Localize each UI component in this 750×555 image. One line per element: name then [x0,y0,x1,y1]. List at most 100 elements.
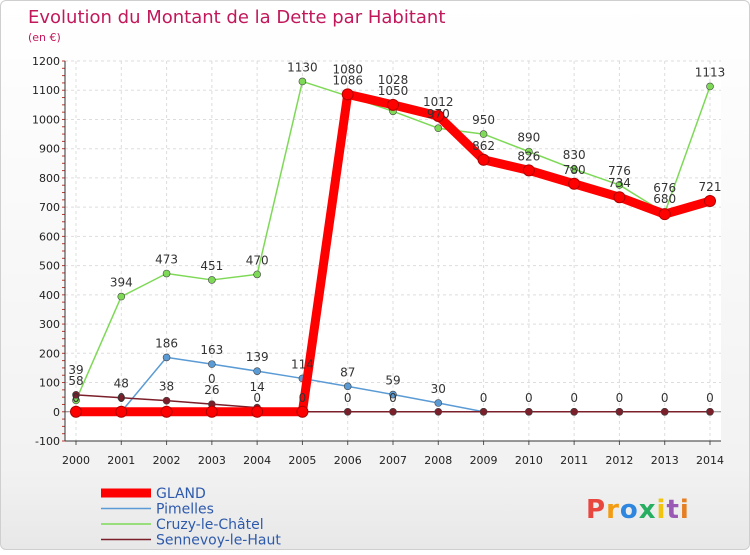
data-label: 0 [706,391,714,405]
data-label: 776 [608,164,631,178]
x-tick-label: 2000 [62,454,90,467]
y-tick-label: 300 [39,318,60,331]
series-point-2 [706,82,714,91]
data-label: 48 [114,377,129,391]
data-label: 0 [389,391,397,405]
x-axis-ticks: 2000 2001 2002 2003 2004 2005 2006 2007 2008 2009… [62,454,724,467]
data-label: 186 [155,336,178,350]
y-tick-label: 500 [39,260,60,273]
series-point-0 [613,191,626,204]
legend: GLANDPimellesCruzy-le-ChâtelSennevoy-le-… [101,486,281,549]
data-label: 0 [117,391,125,405]
y-tick-label: 600 [39,230,60,243]
data-label: 0 [570,391,578,405]
data-label: 39 [68,363,83,377]
y-tick-label: 700 [39,201,60,214]
data-label: 780 [563,163,586,177]
series-point-2 [570,165,578,173]
x-tick-label: 2003 [198,454,226,467]
data-label: 473 [155,253,178,267]
data-label: 139 [246,350,269,364]
data-label: 0 [616,391,624,405]
series-layer [70,77,716,418]
series-point-3 [343,407,352,416]
series-point-3 [706,407,714,416]
x-tick-label: 2005 [288,454,316,467]
x-tick-label: 2002 [153,454,181,467]
y-tick-label: 400 [39,289,60,302]
data-label: 470 [246,253,269,267]
data-label: 58 [68,374,83,388]
y-tick-label: 100 [39,377,60,390]
series-point-3 [72,391,80,399]
data-label: 59 [385,374,400,388]
data-label: 26 [204,383,219,397]
data-label: 38 [159,380,174,394]
series-point-1 [253,367,261,375]
data-label: 680 [653,192,676,206]
data-label: 1050 [378,84,409,98]
series-point-0 [341,88,354,101]
x-tick-label: 2013 [651,454,679,467]
series-point-2 [479,130,488,138]
x-tick-label: 2014 [696,454,724,467]
series-point-0 [251,405,264,418]
legend-label: Pimelles [156,502,214,518]
logo-text: Proxiti [586,495,690,525]
data-label: 826 [517,149,540,163]
series-point-0 [568,177,581,190]
series-point-1 [208,360,216,368]
y-tick-label: 200 [39,347,60,360]
data-label: 163 [200,343,223,357]
series-point-0 [658,208,671,221]
series-point-1 [389,390,397,399]
data-label: 0 [344,391,352,405]
legend-label: GLAND [156,486,206,502]
data-label: 114 [291,357,314,371]
series-point-0 [522,164,535,177]
x-tick-label: 2009 [470,454,498,467]
data-label: 87 [340,365,355,379]
data-label: 1028 [378,73,409,87]
series-point-2 [298,77,307,86]
series-point-0 [115,405,128,418]
y-tick-label: -100 [35,435,60,448]
x-tick-label: 2004 [243,454,271,467]
series-point-2 [525,147,533,156]
data-label: 1086 [332,73,363,87]
data-label: 14 [250,380,265,394]
data-label: 0 [253,391,261,405]
series-point-3 [615,407,624,416]
plot-area [65,61,721,441]
data-label: 734 [608,176,631,190]
data-label: 0 [525,391,533,405]
data-label: 721 [699,180,722,194]
y-tick-label: 1100 [32,84,60,97]
data-label: 890 [517,131,540,145]
x-tick-label: 2008 [424,454,452,467]
series-point-2 [434,124,443,133]
series-point-0 [477,153,490,166]
series-point-2 [117,292,126,301]
series-point-3 [117,393,126,402]
data-label: 1130 [287,60,318,74]
x-tick-label: 2010 [515,454,543,467]
chart-title: Evolution du Montant de la Dette par Hab… [28,7,445,28]
data-label: 0 [480,391,488,405]
series-point-1 [434,399,443,407]
series-point-0 [160,405,173,418]
data-label: 0 [208,372,216,386]
data-label: 451 [200,259,223,273]
legend-label: Cruzy-le-Châtel [156,517,264,533]
data-label: 394 [110,276,133,290]
grid [65,60,721,442]
y-tick-label: 1000 [32,113,60,126]
y-tick-label: 900 [39,143,60,156]
data-label: 676 [653,181,676,195]
y-tick-label: 0 [53,406,60,419]
data-label: 1012 [423,95,454,109]
data-label: 862 [472,139,495,153]
data-label: 0 [299,391,307,405]
series-point-0 [205,405,218,418]
data-label: 830 [563,148,586,162]
